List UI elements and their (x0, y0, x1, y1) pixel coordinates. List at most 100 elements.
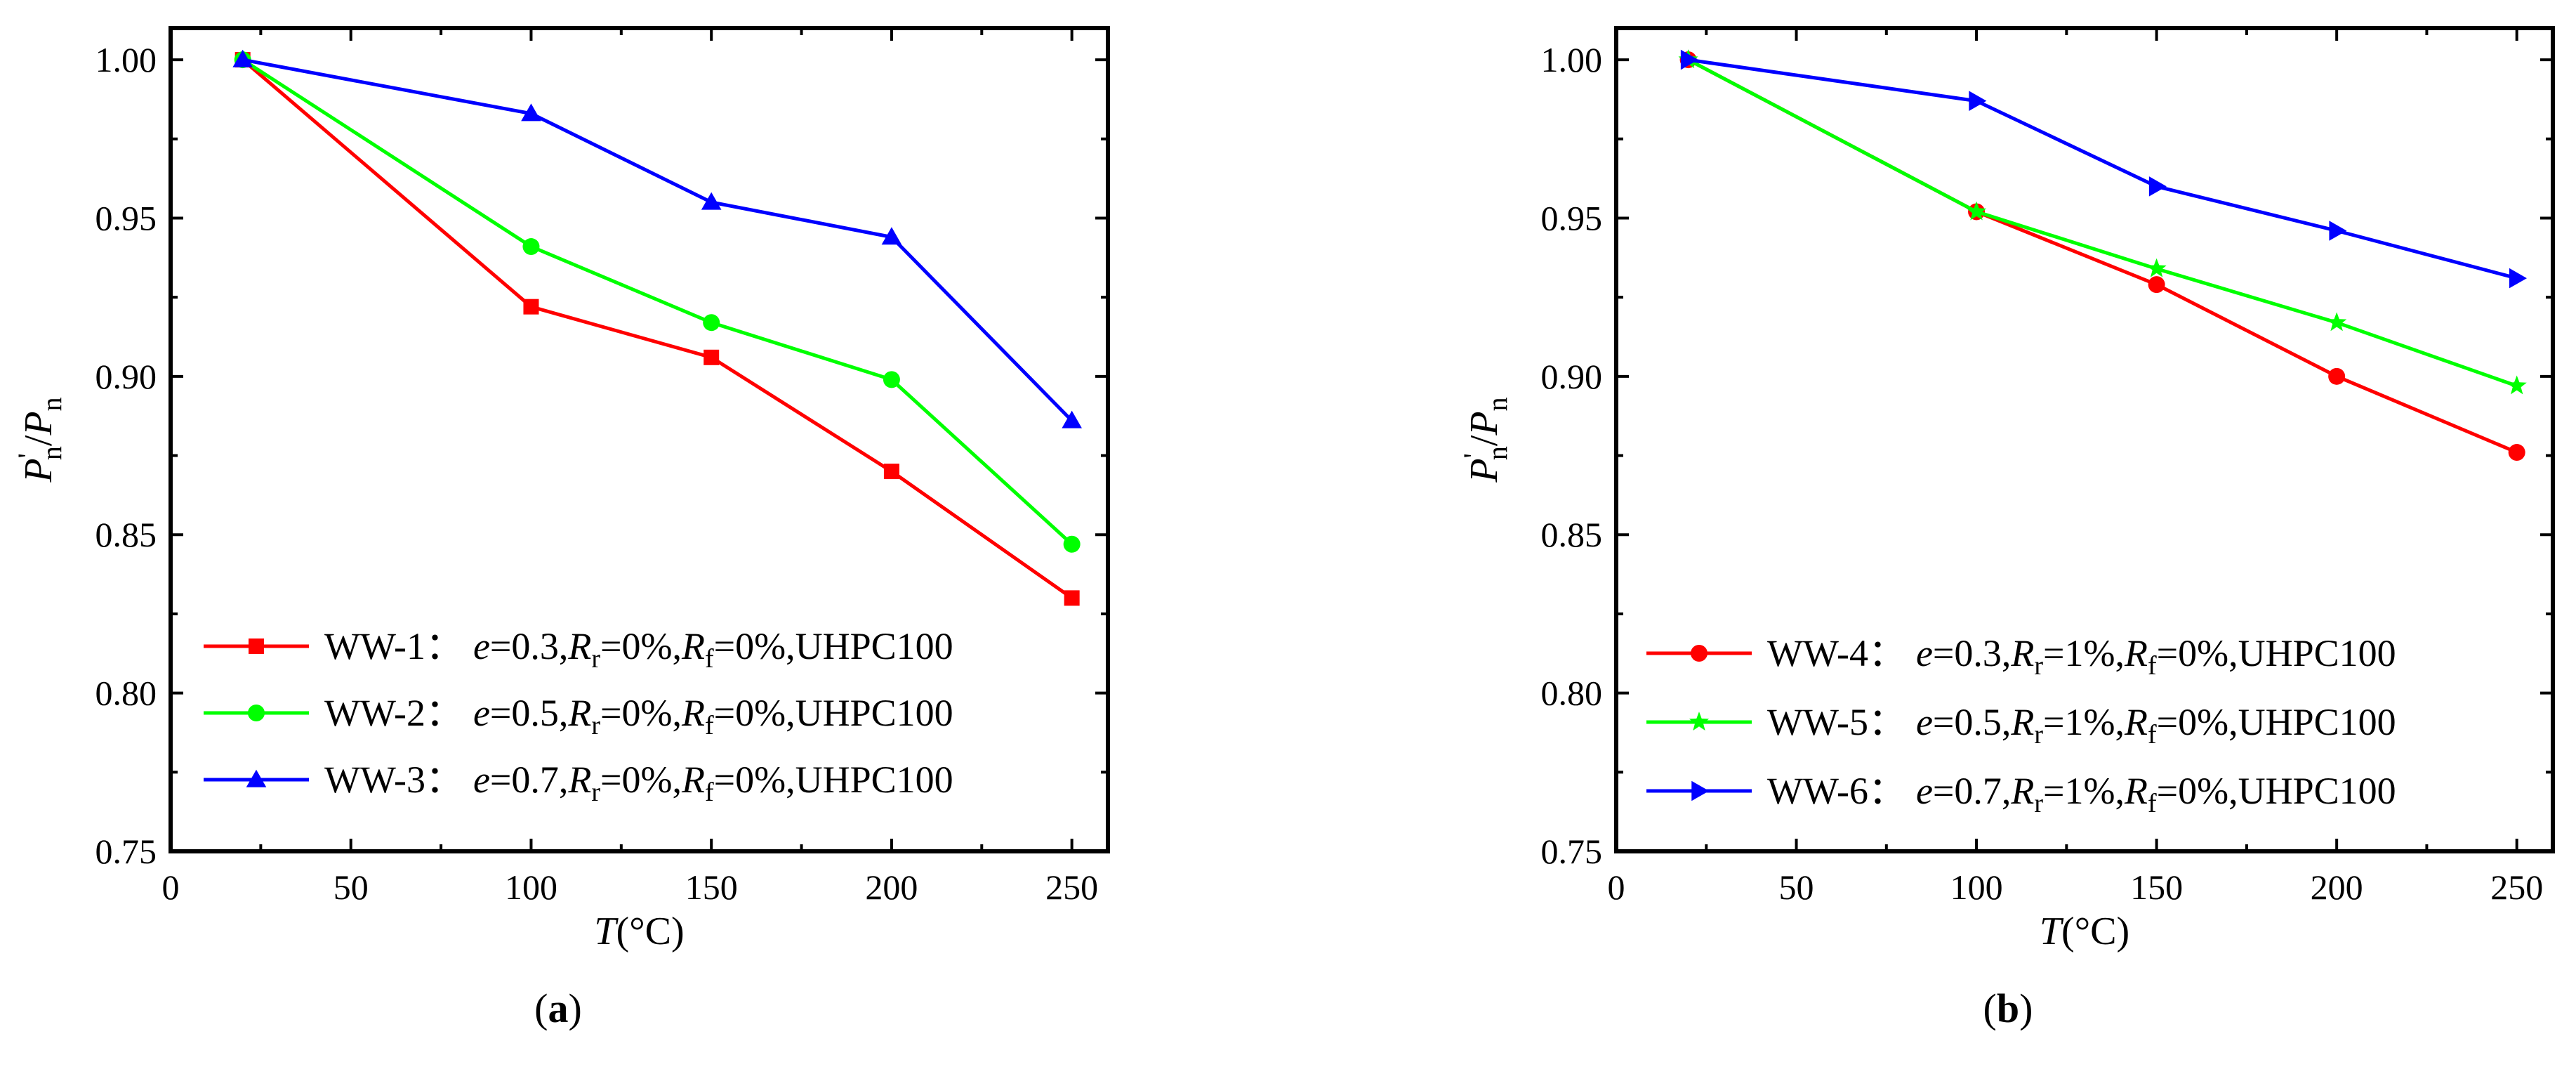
y-tick-label: 0.90 (95, 357, 157, 396)
legend-rr-sub: r (591, 644, 600, 674)
y-axis-title: P'n/Pn (12, 397, 67, 483)
y-tick-label: 0.75 (95, 832, 157, 871)
chart-panel-a: 0 50 100 150 200 250 0.75 0.80 0.85 0.90 0.95 1.00 T… (12, 26, 1110, 1031)
legend-rf-sub: f (705, 711, 714, 740)
panel-label-open: ( (534, 985, 548, 1031)
legend-e: e (1916, 701, 1933, 743)
y-tick-label: 0.90 (1541, 357, 1603, 396)
legend-rr-value: =1%, (2043, 632, 2125, 674)
data-point (2509, 268, 2527, 289)
legend-e-value: =0.7, (1933, 770, 2011, 812)
legend-rr: R (567, 692, 591, 734)
legend-rr-value: =0%, (600, 759, 682, 801)
data-point (232, 49, 253, 67)
data-point (1062, 410, 1082, 428)
legend-entry-ww-1: WW-1： e=0.3,Rr=0%,Rf=0%,UHPC100 (204, 625, 953, 674)
x-tick-label: 250 (2490, 867, 2543, 907)
x-axis-title-var: T (594, 910, 619, 953)
x-tick-label: 200 (2311, 867, 2363, 907)
data-point (2328, 367, 2346, 385)
series-line-ww-5 (1687, 58, 2518, 388)
data-point (883, 371, 900, 388)
legend-entry-ww-2: WW-2： e=0.5,Rr=0%,Rf=0%,UHPC100 (204, 692, 953, 740)
legend-rf: R (681, 759, 705, 801)
legend-marker (248, 705, 265, 721)
data-point (522, 238, 540, 256)
x-tick-label: 250 (1045, 867, 1098, 907)
data-point (1967, 201, 1987, 221)
legend-e-value: =0.5, (1933, 701, 2011, 743)
legend-series-name: WW-3： (324, 759, 463, 801)
legend-series-name: WW-4： (1767, 632, 1906, 674)
data-point (2506, 375, 2527, 395)
data-point (883, 464, 899, 480)
series-line-ww-4 (1687, 58, 2518, 454)
legend-series-name: WW-2： (324, 692, 463, 734)
y-axis-title-p2: P (17, 411, 60, 436)
plot-frame (169, 26, 1110, 853)
legend-rr: R (2010, 770, 2034, 812)
data-point (703, 314, 720, 332)
data-point (523, 299, 539, 315)
panel-label: (b) (1983, 985, 2033, 1031)
panel-label-letter: a (548, 985, 569, 1031)
legend-rf-sub: f (705, 644, 714, 674)
y-tick-label: 0.75 (1541, 832, 1603, 871)
legend-series-name: WW-6： (1767, 770, 1906, 812)
y-axis-title-slash: / (17, 435, 60, 446)
y-axis-title-prime: ' (12, 453, 44, 458)
x-tick-label: 100 (505, 867, 557, 907)
data-point (1680, 49, 1698, 70)
legend-e: e (1916, 770, 1933, 812)
x-tick-label: 50 (333, 867, 369, 907)
legend-rf: R (2124, 770, 2148, 812)
y-axis-title: P'n/Pn (1458, 397, 1513, 483)
x-tick-label: 0 (162, 867, 180, 907)
y-tick-label: 0.85 (95, 515, 157, 554)
legend-rr-sub: r (2034, 651, 2043, 681)
legend-rf-sub: f (2148, 789, 2157, 818)
legend-series-name: WW-1： (324, 625, 463, 667)
series-line-ww-3 (242, 58, 1074, 422)
legend-e: e (1916, 632, 1933, 674)
y-tick-label: 1.00 (1541, 40, 1603, 79)
data-point (701, 192, 722, 210)
legend-e-value: =0.7, (490, 759, 568, 801)
legend-rr-sub: r (2034, 720, 2043, 749)
legend-rf: R (2124, 632, 2148, 674)
legend-entry-ww-3: WW-3： e=0.7,Rr=0%,Rf=0%,UHPC100 (204, 759, 953, 807)
legend-rr-value: =1%, (2043, 770, 2125, 812)
y-tick-label: 0.95 (1541, 198, 1603, 237)
data-point (2148, 176, 2167, 197)
legend-e-value: =0.3, (1933, 632, 2011, 674)
legend-rf-value: =0%,UHPC100 (714, 625, 953, 667)
x-axis-title-unit: (°C) (616, 910, 685, 953)
panel-label-letter: b (1997, 985, 2019, 1031)
y-axis-title-slash: / (1462, 435, 1506, 446)
x-tick-label: 150 (2130, 867, 2183, 907)
legend-e: e (473, 759, 490, 801)
y-axis-title-prime: ' (1458, 453, 1489, 458)
legend-rf-value: =0%,UHPC100 (714, 692, 953, 734)
x-tick-label: 200 (865, 867, 918, 907)
y-axis-title-p: P (1462, 458, 1506, 483)
panel-label-close: ) (569, 985, 582, 1031)
data-point (2327, 312, 2347, 332)
legend-rf-sub: f (2148, 720, 2157, 749)
series-ww-2 (234, 51, 1081, 553)
legend-label: WW-6： e=0.7,Rr=1%,Rf=0%,UHPC100 (1767, 770, 2396, 818)
data-point (521, 103, 541, 122)
legend-label: WW-4： e=0.3,Rr=1%,Rf=0%,UHPC100 (1767, 632, 2396, 681)
x-tick-label: 50 (1779, 867, 1814, 907)
legend-rf-sub: f (705, 778, 714, 807)
legend-rr-sub: r (591, 711, 600, 740)
y-axis-title-sub: n (36, 446, 67, 460)
legend-rf-value: =0%,UHPC100 (2157, 701, 2396, 743)
legend-entry-ww-5: WW-5： e=0.5,Rr=1%,Rf=0%,UHPC100 (1646, 701, 2396, 749)
panel-label: (a) (534, 985, 582, 1031)
y-tick-label: 0.80 (1541, 674, 1603, 713)
legend-rr-sub: r (2034, 789, 2043, 818)
y-tick-label: 0.95 (95, 198, 157, 237)
legend-label: WW-2： e=0.5,Rr=0%,Rf=0%,UHPC100 (324, 692, 953, 740)
